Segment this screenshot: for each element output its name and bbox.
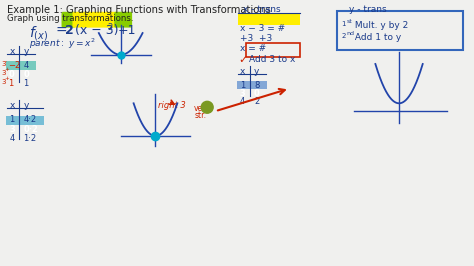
Text: 2: 2: [64, 24, 73, 37]
FancyBboxPatch shape: [6, 61, 36, 70]
Text: 2: 2: [108, 23, 113, 32]
Text: Add 1 to y: Add 1 to y: [352, 33, 401, 42]
Text: 1: 1: [9, 78, 14, 88]
Text: 3: 3: [9, 125, 15, 134]
Text: 3: 3: [1, 70, 6, 76]
Text: 8: 8: [254, 81, 259, 90]
Text: y - trans: y - trans: [349, 5, 387, 14]
Text: st: st: [346, 19, 352, 24]
Text: 3: 3: [1, 78, 6, 85]
Text: 2: 2: [341, 33, 346, 39]
Text: 4: 4: [23, 61, 28, 70]
Text: 0: 0: [254, 89, 260, 98]
Text: −2: −2: [9, 61, 20, 70]
FancyBboxPatch shape: [6, 116, 44, 125]
Text: 1: 1: [23, 78, 28, 88]
Text: 0: 0: [9, 70, 14, 79]
Text: right 3: right 3: [158, 101, 186, 110]
Text: +1: +1: [118, 24, 136, 37]
Text: +3  +3: +3 +3: [240, 34, 272, 43]
Text: 1: 1: [341, 21, 346, 27]
Text: x: x: [9, 47, 15, 56]
Text: 1: 1: [240, 81, 245, 90]
Text: x: x: [240, 67, 246, 76]
Text: str.: str.: [194, 111, 206, 120]
Text: y: y: [23, 47, 28, 56]
Text: nd: nd: [346, 31, 355, 36]
FancyBboxPatch shape: [238, 14, 300, 25]
Text: Mult. y by 2: Mult. y by 2: [352, 21, 409, 30]
Text: =: =: [55, 24, 67, 38]
Text: (x − 3): (x − 3): [75, 24, 118, 37]
Text: vert.: vert.: [194, 104, 212, 113]
Text: y: y: [254, 67, 259, 76]
Text: $f_{(x)}$: $f_{(x)}$: [29, 24, 48, 43]
Text: 3: 3: [1, 61, 6, 67]
Text: x = #: x = #: [240, 44, 266, 53]
FancyBboxPatch shape: [62, 12, 75, 28]
FancyBboxPatch shape: [114, 12, 132, 28]
Text: +: +: [4, 67, 9, 72]
Text: Add 3 to x: Add 3 to x: [249, 55, 295, 64]
Text: $parent:\ y = x^2$: $parent:\ y = x^2$: [29, 37, 96, 51]
FancyBboxPatch shape: [237, 81, 267, 89]
FancyBboxPatch shape: [73, 12, 117, 28]
Text: x - trans: x - trans: [243, 5, 281, 14]
Text: 4: 4: [240, 97, 245, 106]
Text: 0: 0: [23, 70, 29, 79]
Text: 1: 1: [9, 115, 15, 124]
Text: y: y: [23, 101, 28, 110]
Text: 1·2: 1·2: [23, 134, 36, 143]
Text: 0·2: 0·2: [23, 125, 38, 134]
Text: Graph using transformations.: Graph using transformations.: [8, 14, 134, 23]
Text: 4·2: 4·2: [23, 115, 36, 124]
Text: ✓: ✓: [238, 55, 247, 65]
Text: x − 3 = #: x − 3 = #: [240, 24, 285, 33]
Text: +: +: [4, 76, 9, 81]
Text: 2: 2: [254, 97, 259, 106]
Text: -: -: [4, 59, 6, 64]
Text: 4: 4: [9, 134, 15, 143]
Text: Example 1: Graphing Functions with Transformations: Example 1: Graphing Functions with Trans…: [8, 5, 271, 15]
Circle shape: [201, 101, 213, 113]
Text: x: x: [9, 101, 15, 110]
Text: 3: 3: [240, 89, 246, 98]
